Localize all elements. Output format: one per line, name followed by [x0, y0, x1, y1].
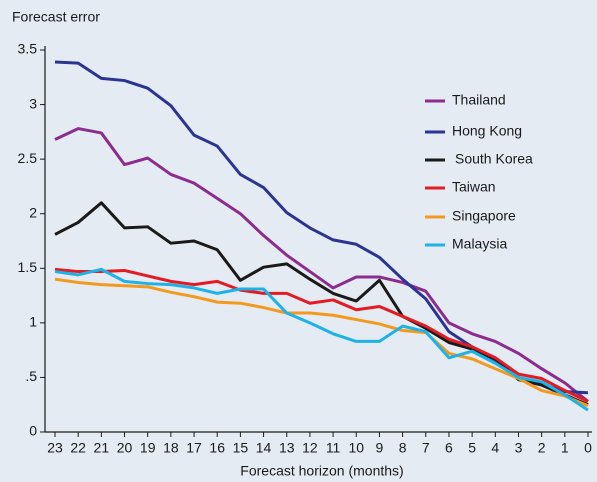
- x-tick-label: 14: [256, 440, 272, 456]
- legend-label: Hong Kong: [452, 123, 522, 139]
- y-tick-label: 2.5: [18, 150, 38, 166]
- x-tick-label: 21: [94, 440, 110, 456]
- series-line: [54, 267, 589, 412]
- y-tick-label: 1.5: [18, 259, 38, 275]
- x-tick-label: 15: [233, 440, 249, 456]
- y-tick-label: 1: [29, 314, 37, 330]
- x-tick-label: 0: [584, 440, 592, 456]
- x-tick-label: 12: [302, 440, 318, 456]
- x-axis-label: Forecast horizon (months): [240, 463, 403, 479]
- x-tick-label: 5: [468, 440, 476, 456]
- x-tick-label: 16: [209, 440, 225, 456]
- x-tick-label: 3: [515, 440, 523, 456]
- x-tick-label: 4: [491, 440, 499, 456]
- legend-label: Taiwan: [452, 179, 496, 195]
- x-tick-label: 9: [376, 440, 384, 456]
- x-tick-label: 10: [348, 440, 364, 456]
- y-tick-label: 2: [29, 204, 37, 220]
- x-tick-label: 23: [47, 440, 63, 456]
- y-tick-label: 3: [29, 95, 37, 111]
- x-tick-label: 11: [326, 440, 341, 456]
- x-tick-label: 18: [163, 440, 179, 456]
- legend-label: Malaysia: [452, 236, 507, 252]
- chart-title: Forecast error: [12, 9, 100, 25]
- x-tick-label: 13: [279, 440, 295, 456]
- x-tick-label: 19: [140, 440, 156, 456]
- x-tick-label: 7: [422, 440, 430, 456]
- y-tick-label: 3.5: [18, 41, 38, 57]
- x-tick-label: 22: [70, 440, 86, 456]
- x-tick-label: 2: [538, 440, 546, 456]
- series-line: [54, 277, 589, 408]
- x-tick-label: 6: [445, 440, 453, 456]
- x-tick-label: 1: [561, 440, 569, 456]
- y-tick-label: 0: [29, 423, 37, 439]
- x-tick-label: 20: [117, 440, 133, 456]
- series-line: [54, 127, 589, 403]
- legend-label: Thailand: [452, 92, 506, 108]
- series-line: [54, 267, 589, 403]
- legend-label: Singapore: [452, 208, 516, 224]
- x-tick-label: 8: [399, 440, 407, 456]
- y-tick-label: .5: [25, 368, 37, 384]
- legend-label: South Korea: [455, 151, 533, 167]
- x-tick-label: 17: [186, 440, 202, 456]
